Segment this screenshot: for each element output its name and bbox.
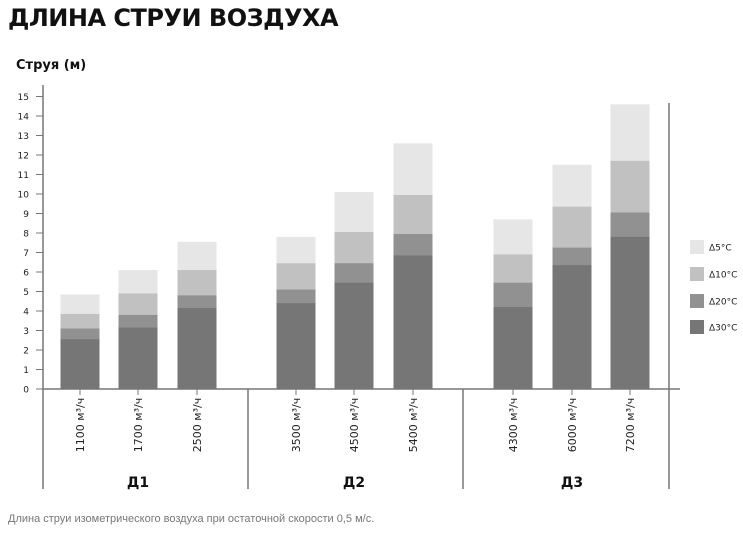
- legend-label: Δ10°C: [709, 271, 737, 281]
- y-tick-label: 6: [23, 269, 29, 279]
- legend-label: Δ30°C: [709, 324, 737, 334]
- y-tick-label: 3: [23, 327, 29, 337]
- bar-30c: [177, 308, 217, 389]
- group-label: Д3: [561, 475, 583, 491]
- y-tick-label: 2: [23, 347, 29, 357]
- bar-30c: [610, 236, 650, 389]
- x-tick-label: 1100 м³/ч: [74, 398, 87, 452]
- legend-label: Δ20°C: [709, 298, 737, 308]
- y-tick-label: 11: [18, 171, 29, 181]
- chart-caption: Длина струи изометрического воздуха при …: [8, 513, 375, 525]
- y-tick-label: 0: [23, 386, 29, 396]
- y-tick-label: 8: [23, 230, 29, 240]
- x-tick-label: 4500 м³/ч: [348, 398, 361, 452]
- legend-swatch: [690, 320, 704, 334]
- bar-30c: [118, 327, 158, 389]
- y-tick-label: 4: [23, 308, 29, 318]
- x-tick-label: 3500 м³/ч: [290, 398, 303, 452]
- y-tick-label: 7: [23, 249, 29, 259]
- y-tick-label: 13: [18, 132, 29, 142]
- legend-swatch: [690, 267, 704, 281]
- y-tick-label: 14: [18, 113, 30, 123]
- x-tick-label: 5400 м³/ч: [407, 398, 420, 452]
- y-tick-label: 15: [18, 93, 29, 103]
- bar-30c: [493, 307, 533, 389]
- y-axis-label: Струя (м): [16, 58, 87, 73]
- legend-swatch: [690, 240, 704, 254]
- bar-30c: [276, 303, 316, 389]
- group-label: Д1: [127, 475, 149, 491]
- bar-30c: [393, 255, 433, 389]
- x-tick-label: 7200 м³/ч: [624, 398, 637, 452]
- bar-30c: [60, 339, 100, 389]
- bar-30c: [552, 265, 592, 389]
- y-tick-label: 12: [18, 152, 29, 162]
- bar-30c: [334, 282, 374, 389]
- group-label: Д2: [343, 475, 365, 491]
- x-tick-label: 1700 м³/ч: [132, 398, 145, 452]
- x-tick-label: 2500 м³/ч: [191, 398, 204, 452]
- legend-label: Δ5°C: [709, 244, 732, 254]
- x-tick-label: 4300 м³/ч: [507, 398, 520, 452]
- y-tick-label: 10: [18, 191, 30, 201]
- x-tick-label: 6000 м³/ч: [566, 398, 579, 452]
- y-tick-label: 9: [23, 210, 29, 220]
- y-tick-label: 1: [23, 366, 29, 376]
- y-tick-label: 5: [23, 288, 29, 298]
- legend-swatch: [690, 294, 704, 308]
- chart-title: ДЛИНА СТРУИ ВОЗДУХА: [8, 4, 339, 32]
